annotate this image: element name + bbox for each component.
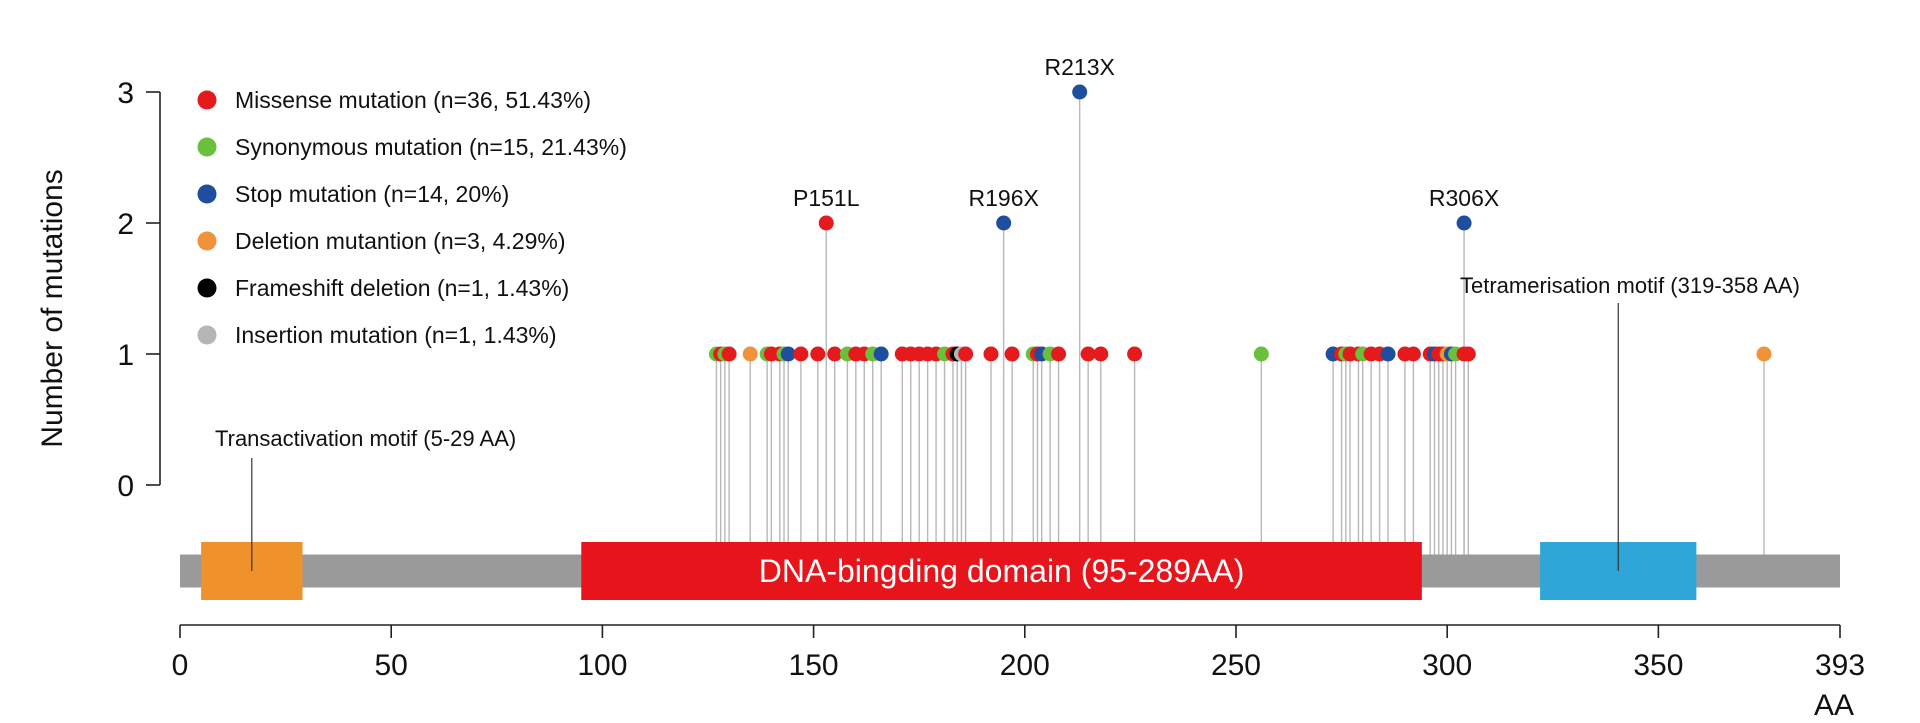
y-tick-label: 0: [117, 470, 134, 503]
legend-swatch-insertion: [197, 325, 217, 345]
annotation-tetramerisation: Tetramerisation motif (319-358 AA): [1460, 273, 1800, 298]
domain-annotations: Transactivation motif (5-29 AA) Tetrameri…: [215, 273, 1800, 571]
mutation-point-missense: [1004, 346, 1020, 362]
domain-dna-binding: [581, 542, 1422, 600]
x-tick-label: 393: [1815, 649, 1865, 682]
x-tick-label: 100: [577, 649, 627, 682]
mutation-point-missense: [793, 346, 809, 362]
mutation-point-stop: [1072, 84, 1088, 100]
mutation-points: [708, 84, 1772, 362]
legend-label-stop: Stop mutation (n=14, 20%): [235, 181, 509, 207]
y-tick-label: 3: [117, 77, 134, 110]
y-axis: 0 1 2 3: [117, 77, 161, 503]
mutation-point-missense: [818, 215, 834, 231]
y-tick-label: 1: [117, 339, 134, 372]
mutation-label: P151L: [793, 185, 860, 211]
mutation-point-stop: [996, 215, 1012, 231]
mutation-point-missense: [958, 346, 974, 362]
mutation-point-stop: [780, 346, 796, 362]
mutation-point-missense: [721, 346, 737, 362]
mutation-point-missense: [1127, 346, 1143, 362]
mutation-point-missense: [827, 346, 843, 362]
legend: Missense mutation (n=36, 51.43%) Synonymo…: [197, 87, 627, 348]
protein-track: DNA-bingding domain (95-289AA): [180, 542, 1840, 600]
mutation-point-stop: [873, 346, 889, 362]
legend-swatch-deletion: [197, 231, 217, 251]
y-tick-label: 2: [117, 208, 134, 241]
mutation-point-stop: [1380, 346, 1396, 362]
mutation-stems: [715, 92, 1765, 555]
mutation-point-missense: [810, 346, 826, 362]
legend-swatch-synonymous: [197, 137, 217, 157]
legend-label-frameshift: Frameshift deletion (n=1, 1.43%): [235, 275, 569, 301]
mutation-point-deletion: [742, 346, 758, 362]
legend-swatch-stop: [197, 184, 217, 204]
mutation-point-missense: [1405, 346, 1421, 362]
domain-label-dna-binding: DNA-bingding domain (95-289AA): [759, 553, 1245, 589]
legend-label-deletion: Deletion mutantion (n=3, 4.29%): [235, 228, 566, 254]
mutation-label: R196X: [969, 185, 1039, 211]
mutation-point-missense: [1051, 346, 1067, 362]
x-axis-title: AA: [1814, 689, 1854, 722]
legend-label-synonymous: Synonymous mutation (n=15, 21.43%): [235, 134, 627, 160]
mutation-point-missense: [1460, 346, 1476, 362]
mutation-label: R306X: [1429, 185, 1499, 211]
mutation-point-synonymous: [1253, 346, 1269, 362]
x-tick-label: 350: [1633, 649, 1683, 682]
mutation-point-missense: [1080, 346, 1096, 362]
x-tick-label: 200: [1000, 649, 1050, 682]
x-axis: 0 50 100 150 200 250 300 350 393: [172, 624, 1865, 682]
mutation-label: R213X: [1045, 54, 1115, 80]
mutation-point-deletion: [1756, 346, 1772, 362]
x-tick-label: 50: [375, 649, 408, 682]
legend-swatch-missense: [197, 90, 217, 110]
mutation-point-stop: [1456, 215, 1472, 231]
mutation-labels: P151L R196X R213X R306X: [793, 54, 1499, 211]
y-axis-title: Number of mutations: [36, 169, 69, 447]
x-tick-label: 0: [172, 649, 189, 682]
annotation-transactivation: Transactivation motif (5-29 AA): [215, 426, 516, 451]
legend-swatch-frameshift: [197, 278, 217, 298]
mutation-point-missense: [983, 346, 999, 362]
legend-label-insertion: Insertion mutation (n=1, 1.43%): [235, 322, 557, 348]
x-tick-label: 150: [789, 649, 839, 682]
legend-label-missense: Missense mutation (n=36, 51.43%): [235, 87, 591, 113]
mutation-point-missense: [1093, 346, 1109, 362]
x-tick-label: 250: [1211, 649, 1261, 682]
x-tick-label: 300: [1422, 649, 1472, 682]
